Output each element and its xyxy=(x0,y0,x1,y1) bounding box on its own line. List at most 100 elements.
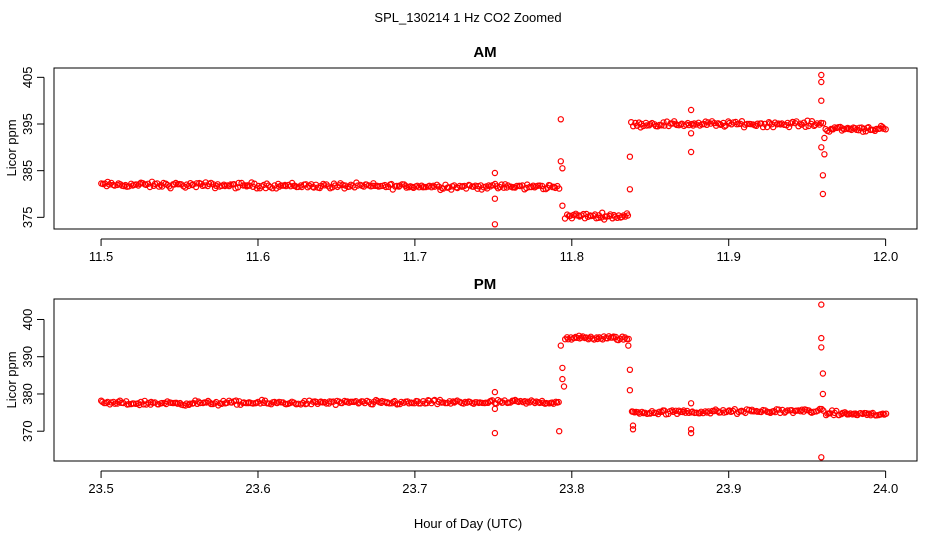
am-x-tick-label: 11.8 xyxy=(560,249,584,264)
pm-segment-0-point xyxy=(136,401,143,409)
am-y-tick-label: 375 xyxy=(20,206,35,228)
am-segment-1-point xyxy=(595,214,602,221)
pm-segment-3-point xyxy=(865,410,873,417)
pm-x-axis: 23.5 23.6 23.7 23.8 23.9 24.0 xyxy=(88,470,898,496)
pm-plot-frame xyxy=(53,298,918,462)
am-segment-0-point xyxy=(354,182,361,189)
am-outlier-point xyxy=(818,144,825,151)
pm-segment-3-point xyxy=(882,410,890,417)
pm-outlier-point xyxy=(491,429,499,437)
am-segment-0-point xyxy=(339,181,346,188)
pm-y-tick-label: 380 xyxy=(20,383,35,405)
pm-segment-2-point xyxy=(820,407,827,414)
am-outlier-point xyxy=(491,221,499,228)
pm-outlier-point xyxy=(629,426,637,433)
pm-segment-0-point xyxy=(186,400,194,407)
am-panel: AM Licor ppm 11.5 11.6 11.7 11.8 11.9 12.0 37… xyxy=(4,44,918,264)
pm-outlier-point xyxy=(629,422,637,429)
pm-outlier-point xyxy=(819,390,827,398)
pm-segment-0-point xyxy=(111,400,119,407)
am-outlier-point xyxy=(821,151,828,158)
am-segment-1-point xyxy=(624,212,632,219)
am-segment-0-point xyxy=(153,180,161,187)
am-x-tick-label: 11.7 xyxy=(403,249,427,264)
pm-segment-2-point xyxy=(638,408,646,416)
am-segment-2-point xyxy=(759,123,767,131)
pm-outlier-point xyxy=(560,383,568,390)
am-x-tick-label: 11.9 xyxy=(717,249,741,264)
am-outlier-point xyxy=(491,195,499,202)
pm-x-tick-label: 23.8 xyxy=(559,481,584,496)
am-outlier-point xyxy=(626,186,634,193)
pm-segment-1-point xyxy=(625,335,632,343)
am-x-axis: 11.5 11.6 11.7 11.8 11.9 12.0 xyxy=(89,238,898,264)
am-segment-0-point xyxy=(235,179,242,187)
pm-outlier-point xyxy=(626,366,634,373)
pm-segment-0-point xyxy=(158,399,166,407)
x-axis-title: Hour of Day (UTC) xyxy=(414,516,522,531)
pm-segment-2-point xyxy=(775,406,782,413)
pm-segment-0-point xyxy=(101,399,108,407)
am-segment-3-point xyxy=(882,126,889,133)
pm-outlier-point xyxy=(818,301,825,308)
am-segment-0-point xyxy=(192,183,200,191)
am-outlier-point xyxy=(559,202,566,209)
pm-outlier-point xyxy=(818,334,825,342)
am-y-tick-label: 385 xyxy=(20,160,35,182)
am-y-tick-label: 405 xyxy=(20,66,35,88)
am-segment-1-point xyxy=(599,209,606,216)
am-outlier-point xyxy=(687,130,695,137)
pm-outlier-point xyxy=(687,426,695,433)
am-x-tick-label: 12.0 xyxy=(873,249,898,264)
am-outlier-point xyxy=(687,148,695,156)
am-segment-2-point xyxy=(754,120,761,127)
am-segment-0-point xyxy=(550,183,558,190)
am-segment-0-point xyxy=(325,183,332,190)
am-segment-0-point xyxy=(243,183,250,190)
am-segment-2-point xyxy=(747,120,754,128)
pm-segment-0-point xyxy=(207,400,215,408)
am-segment-2-point xyxy=(819,119,827,127)
pm-segment-2-point xyxy=(754,408,761,415)
pm-segment-0-point xyxy=(317,399,324,406)
pm-y-axis-label: Licor ppm xyxy=(4,351,19,408)
am-panel-title: AM xyxy=(473,44,496,61)
am-segment-0-point xyxy=(556,185,563,192)
am-segment-2-point xyxy=(816,121,823,128)
am-plot-frame xyxy=(53,67,918,230)
am-x-tick-label: 11.5 xyxy=(89,249,113,264)
am-segment-0-point xyxy=(538,182,546,190)
pm-outlier-point xyxy=(625,342,632,349)
pm-segment-2-point xyxy=(750,408,758,415)
pm-outlier-point xyxy=(818,344,825,351)
pm-outlier-point xyxy=(557,342,565,349)
am-segment-0-point xyxy=(540,185,547,193)
pm-y-tick-label: 390 xyxy=(20,346,35,368)
pm-x-tick-label: 24.0 xyxy=(873,481,898,496)
pm-segment-2-point xyxy=(672,407,680,414)
pm-outlier-point xyxy=(687,400,695,407)
pm-segment-0-point xyxy=(555,398,562,406)
pm-segment-2-point xyxy=(669,407,676,414)
am-outlier-point xyxy=(687,106,695,114)
pm-panel: PM Licor ppm 23.5 23.6 23.7 23.8 23.9 24.0 37… xyxy=(4,276,918,496)
am-segment-0-point xyxy=(448,186,455,193)
am-segment-0-point xyxy=(234,184,242,191)
am-segment-2-point xyxy=(738,117,746,125)
am-segment-0-point xyxy=(320,180,327,188)
am-outlier-point xyxy=(557,116,565,123)
pm-segment-2-point xyxy=(696,410,703,417)
am-outlier-point xyxy=(626,153,634,160)
am-y-axis-label: Licor ppm xyxy=(4,119,19,176)
pm-segment-1-point xyxy=(621,334,629,341)
am-segment-1-point xyxy=(618,213,626,221)
am-x-tick-label: 11.6 xyxy=(246,249,270,264)
pm-y-axis: 370 380 390 400 xyxy=(20,309,45,442)
am-segment-2-point xyxy=(743,120,751,128)
pm-outlier-point xyxy=(491,405,499,413)
am-segment-3-point xyxy=(859,128,867,135)
am-segment-2-point xyxy=(802,123,809,131)
pm-outlier-point xyxy=(819,370,827,377)
am-segment-2-point xyxy=(660,119,667,126)
